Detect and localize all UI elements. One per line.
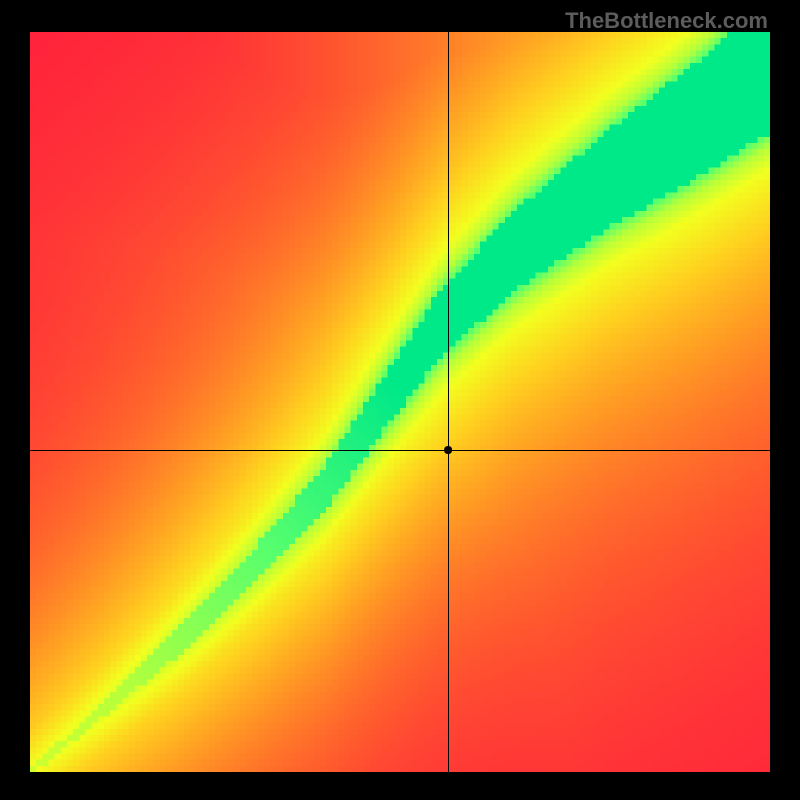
plot-area <box>30 32 770 772</box>
outer-frame: TheBottleneck.com <box>0 0 800 800</box>
source-watermark: TheBottleneck.com <box>565 8 768 34</box>
overlay-canvas <box>30 32 770 772</box>
